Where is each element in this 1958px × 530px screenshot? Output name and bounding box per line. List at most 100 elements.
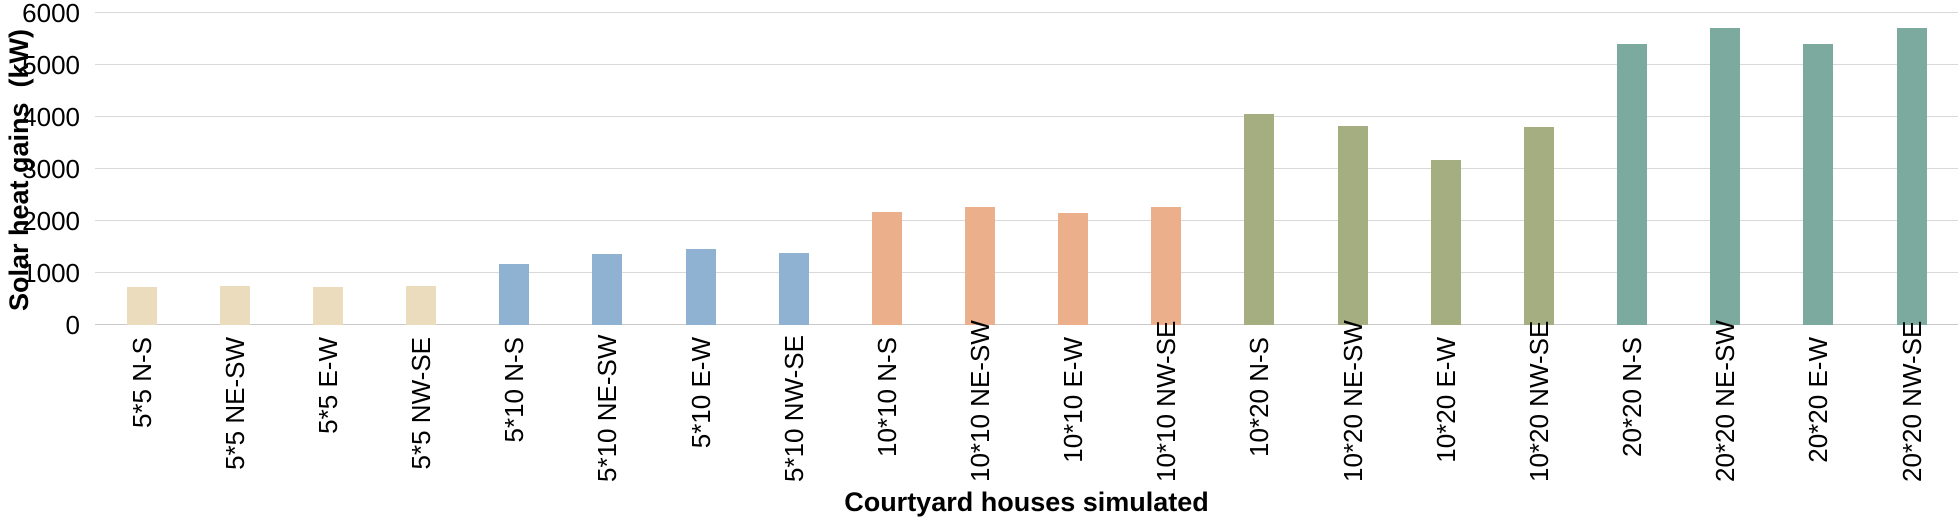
- bar-slot-5x5-e-w: [281, 13, 374, 325]
- bar-10x20-nw-se: [1523, 126, 1554, 325]
- x-axis-title: Courtyard houses simulated: [844, 487, 1209, 517]
- x-tick-label-10x10-ne-sw: 10*10 NE-SW: [964, 320, 995, 482]
- x-tick-label-5x10-nw-se: 5*10 NW-SE: [778, 335, 809, 482]
- x-axis-labels: 5*5 N-S 5*5 NE-SW 5*5 E-W 5*5 NW-SE 5*10 N-S…: [95, 320, 1958, 489]
- bar-slot-5x10-n-s: [468, 13, 561, 325]
- bar-slot-10x10-n-s: [840, 13, 933, 325]
- x-tick-label-5x5-nw-se: 5*5 NW-SE: [406, 337, 437, 470]
- x-label-slot-5x10-n-s: 5*10 N-S: [468, 337, 561, 489]
- x-label-slot-5x5-ne-sw: 5*5 NE-SW: [188, 337, 281, 489]
- x-label-slot-10x20-nw-se: 10*20 NW-SE: [1492, 320, 1585, 489]
- y-tick-label-0: 0: [65, 310, 80, 340]
- bar-slot-10x10-nw-se: [1120, 13, 1213, 325]
- bar-slot-5x5-nw-se: [374, 13, 467, 325]
- gridline-2000: [95, 220, 1958, 221]
- x-label-slot-20x20-ne-sw: 20*20 NE-SW: [1679, 320, 1772, 489]
- x-label-slot-10x10-ne-sw: 10*10 NE-SW: [933, 320, 1026, 489]
- bar-10x20-e-w: [1430, 160, 1461, 325]
- bar-20x20-n-s: [1617, 43, 1648, 325]
- bar-10x10-n-s: [871, 212, 902, 325]
- bar-slot-10x20-ne-sw: [1306, 13, 1399, 325]
- y-tick-label-4000: 4000: [22, 102, 80, 132]
- bar-slot-20x20-ne-sw: [1679, 13, 1772, 325]
- x-tick-label-10x20-nw-se: 10*20 NW-SE: [1523, 320, 1554, 482]
- x-tick-label-20x20-e-w: 20*20 E-W: [1803, 337, 1834, 463]
- x-tick-label-5x5-ne-sw: 5*5 NE-SW: [219, 337, 250, 470]
- bar-5x10-ne-sw: [592, 253, 623, 325]
- x-tick-label-10x20-n-s: 10*20 N-S: [1244, 337, 1275, 457]
- bar-series: [95, 13, 1958, 325]
- x-label-slot-5x10-ne-sw: 5*10 NE-SW: [561, 334, 654, 489]
- x-tick-label-5x5-n-s: 5*5 N-S: [126, 337, 157, 429]
- x-tick-label-5x10-n-s: 5*10 N-S: [499, 337, 530, 443]
- x-label-slot-20x20-n-s: 20*20 N-S: [1586, 337, 1679, 489]
- bar-slot-5x10-ne-sw: [561, 13, 654, 325]
- bar-slot-20x20-nw-se: [1865, 13, 1958, 325]
- bar-10x10-ne-sw: [964, 207, 995, 325]
- bar-5x5-ne-sw: [219, 286, 250, 325]
- bar-5x10-n-s: [499, 264, 530, 325]
- gridline-6000: [95, 12, 1958, 13]
- bar-10x20-n-s: [1244, 113, 1275, 325]
- bar-slot-10x10-e-w: [1027, 13, 1120, 325]
- y-tick-label-3000: 3000: [22, 154, 80, 184]
- x-tick-label-10x10-n-s: 10*10 N-S: [871, 337, 902, 457]
- bar-20x20-e-w: [1803, 43, 1834, 325]
- bar-5x10-e-w: [685, 249, 716, 325]
- bar-slot-5x5-ne-sw: [188, 13, 281, 325]
- x-label-slot-20x20-e-w: 20*20 E-W: [1772, 337, 1865, 489]
- x-tick-label-5x10-e-w: 5*10 E-W: [685, 337, 716, 449]
- x-label-slot-10x20-ne-sw: 10*20 NE-SW: [1306, 320, 1399, 489]
- bar-slot-5x5-n-s: [95, 13, 188, 325]
- gridline-4000: [95, 116, 1958, 117]
- x-label-slot-10x20-e-w: 10*20 E-W: [1399, 337, 1492, 489]
- y-tick-label-6000: 6000: [22, 0, 80, 28]
- bar-slot-20x20-e-w: [1772, 13, 1865, 325]
- x-tick-label-20x20-ne-sw: 20*20 NE-SW: [1710, 320, 1741, 482]
- x-label-slot-10x10-nw-se: 10*10 NW-SE: [1120, 320, 1213, 489]
- x-tick-label-20x20-n-s: 20*20 N-S: [1617, 337, 1648, 457]
- x-tick-label-10x10-e-w: 10*10 E-W: [1058, 337, 1089, 463]
- x-label-slot-5x10-nw-se: 5*10 NW-SE: [747, 335, 840, 489]
- x-tick-label-10x20-e-w: 10*20 E-W: [1430, 337, 1461, 463]
- bar-10x20-ne-sw: [1337, 126, 1368, 325]
- x-label-slot-5x10-e-w: 5*10 E-W: [654, 337, 747, 489]
- bar-5x5-nw-se: [406, 286, 437, 325]
- bar-slot-10x10-ne-sw: [933, 13, 1026, 325]
- bar-10x10-e-w: [1058, 212, 1089, 325]
- bar-slot-10x20-nw-se: [1492, 13, 1585, 325]
- bar-5x10-nw-se: [778, 253, 809, 325]
- x-tick-label-10x10-nw-se: 10*10 NW-SE: [1151, 320, 1182, 482]
- y-tick-label-2000: 2000: [22, 206, 80, 236]
- x-tick-label-20x20-nw-se: 20*20 NW-SE: [1896, 320, 1927, 482]
- bar-slot-20x20-n-s: [1586, 13, 1679, 325]
- x-label-slot-5x5-n-s: 5*5 N-S: [95, 337, 188, 489]
- x-label-slot-20x20-nw-se: 20*20 NW-SE: [1865, 320, 1958, 489]
- gridline-5000: [95, 64, 1958, 65]
- y-tick-label-1000: 1000: [22, 258, 80, 288]
- bar-slot-10x20-e-w: [1399, 13, 1492, 325]
- bar-slot-10x20-n-s: [1213, 13, 1306, 325]
- x-tick-label-5x5-e-w: 5*5 E-W: [312, 337, 343, 434]
- x-tick-label-5x10-ne-sw: 5*10 NE-SW: [592, 334, 623, 482]
- bar-10x10-nw-se: [1151, 207, 1182, 325]
- x-label-slot-10x10-e-w: 10*10 E-W: [1027, 337, 1120, 489]
- gridline-0: [95, 324, 1958, 325]
- bar-slot-5x10-nw-se: [747, 13, 840, 325]
- x-tick-label-10x20-ne-sw: 10*20 NE-SW: [1337, 320, 1368, 482]
- y-tick-label-5000: 5000: [22, 50, 80, 80]
- y-axis-tick-labels: 0 1000 2000 3000 4000 5000 6000: [0, 0, 86, 338]
- x-label-slot-5x5-nw-se: 5*5 NW-SE: [374, 337, 467, 489]
- gridline-1000: [95, 272, 1958, 273]
- x-label-slot-5x5-e-w: 5*5 E-W: [281, 337, 374, 489]
- bar-20x20-nw-se: [1896, 28, 1927, 325]
- plot-area: [95, 12, 1958, 325]
- bar-20x20-ne-sw: [1710, 27, 1741, 325]
- bar-5x5-e-w: [312, 286, 343, 325]
- bar-slot-5x10-e-w: [654, 13, 747, 325]
- x-label-slot-10x10-n-s: 10*10 N-S: [840, 337, 933, 489]
- gridline-3000: [95, 168, 1958, 169]
- x-label-slot-10x20-n-s: 10*20 N-S: [1213, 337, 1306, 489]
- bar-5x5-n-s: [126, 286, 157, 325]
